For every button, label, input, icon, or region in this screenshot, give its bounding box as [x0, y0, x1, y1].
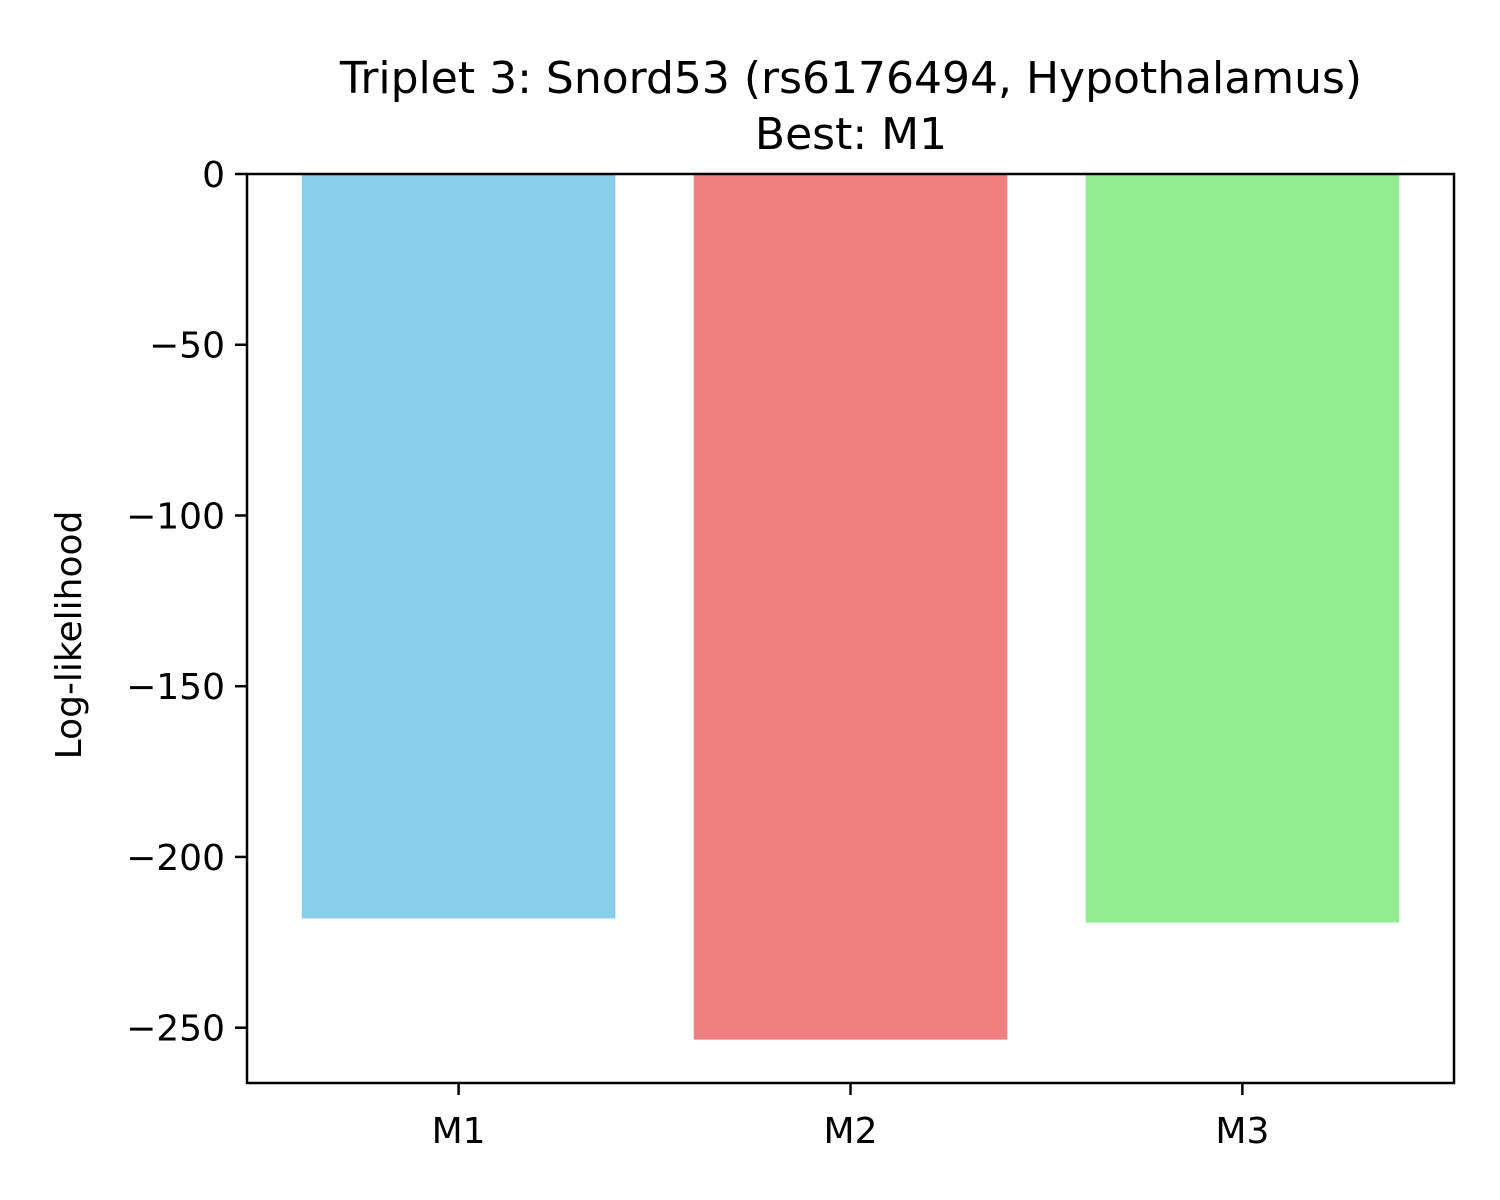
y-tick-label: −250: [126, 1009, 225, 1050]
bar-m2: [693, 174, 1008, 1040]
chart-title-line-2: Best: M1: [755, 109, 947, 160]
x-tick-label: M2: [824, 1111, 878, 1152]
bars-layer: [301, 174, 1400, 1040]
chart-title-line-1: Triplet 3: Snord53 (rs6176494, Hypothala…: [339, 53, 1362, 104]
x-tick-label: M3: [1215, 1111, 1269, 1152]
y-tick-label: −200: [126, 838, 225, 879]
bar-m1: [301, 174, 616, 919]
y-tick-label: −100: [126, 496, 225, 537]
x-ticks-layer: M1 M2 M3: [432, 1083, 1269, 1152]
y-tick-label: −150: [126, 667, 225, 708]
y-tick-label: −50: [149, 326, 225, 367]
y-axis-label: Log-likelihood: [49, 511, 90, 760]
plot-frame: [245, 172, 1456, 1085]
y-tick-label: 0: [202, 155, 225, 196]
y-ticks-layer: 0 −50 −100 −150 −200 −250: [126, 155, 247, 1050]
bar-m3: [1085, 174, 1400, 923]
x-tick-label: M1: [432, 1111, 486, 1152]
